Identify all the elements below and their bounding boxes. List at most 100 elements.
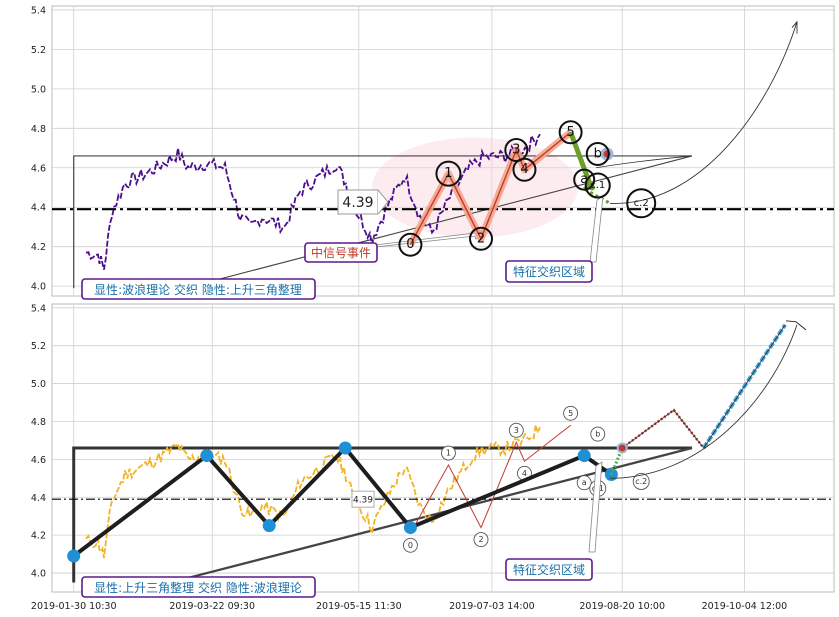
top-ref-badge bbox=[337, 189, 379, 215]
top-ref-badge-arrow bbox=[377, 189, 389, 215]
bottom-price-series bbox=[85, 424, 541, 559]
triangle-swing-point bbox=[403, 521, 417, 535]
top-zone-text: 特征交织区域 bbox=[513, 264, 585, 279]
wave-point-circle bbox=[558, 120, 583, 145]
wave-point-label: 2 bbox=[477, 231, 485, 246]
wave-point-circle bbox=[398, 232, 423, 257]
bottom-wave-line bbox=[409, 424, 571, 534]
x-tick-label: 2019-10-04 12:00 bbox=[702, 601, 788, 612]
bottom-zone-label: 特征交织区域 bbox=[505, 558, 593, 581]
top-signal-text: 中信号事件 bbox=[311, 245, 371, 260]
bottom-wave-circle bbox=[590, 426, 606, 442]
triangle-swing-point bbox=[262, 519, 276, 533]
forecast-dot bbox=[600, 147, 614, 161]
projection-link bbox=[595, 155, 693, 169]
wave-point-label: 4 bbox=[520, 162, 528, 177]
wave-point-circle bbox=[512, 157, 537, 182]
wave-point-label: a bbox=[580, 172, 588, 187]
bottom-caption-label: 显性:上升三角整理 交织 隐性:波浪理论 bbox=[81, 576, 316, 598]
wave-point-circle bbox=[584, 172, 611, 199]
bottom-ytick-label: 5.4 bbox=[31, 303, 46, 314]
triangle-swing-point bbox=[338, 441, 352, 455]
top-ytick-label: 4.4 bbox=[31, 203, 46, 214]
projection-target-bracket bbox=[785, 320, 807, 331]
x-tick-label: 2019-07-03 14:00 bbox=[449, 601, 535, 612]
triangle-swing-point bbox=[200, 449, 214, 463]
bottom-ytick-label: 5.0 bbox=[31, 379, 46, 390]
top-zone-label: 特征交织区域 bbox=[505, 260, 593, 283]
projection-seg-red-outline bbox=[621, 409, 704, 449]
wave-point-label: c.1 bbox=[590, 180, 605, 191]
bottom-ytick-label: 4.4 bbox=[31, 493, 46, 504]
bottom-zone-pointer bbox=[588, 461, 603, 553]
bottom-wave-label: b bbox=[595, 430, 600, 439]
wave-point-label: c.2 bbox=[634, 198, 649, 209]
top-ytick-label: 4.6 bbox=[31, 163, 46, 174]
axis-ticks: 4.0 4.2 4.4 4.6 4.8 5.0 5.2 5.4 4.0 4.2 4.4 4.6 4.8 5… bbox=[31, 5, 787, 612]
top-price-series bbox=[85, 132, 541, 270]
wave-impulse-line bbox=[409, 131, 572, 246]
bottom-wave-label: 4 bbox=[522, 469, 527, 478]
wave-highlight-zone bbox=[372, 137, 578, 238]
correction-dot bbox=[589, 184, 595, 191]
bottom-ytick-label: 5.2 bbox=[31, 341, 46, 352]
projection-arrowhead bbox=[791, 20, 798, 34]
bottom-zone-text: 特征交织区域 bbox=[513, 562, 585, 577]
bottom-wave-circle bbox=[563, 405, 579, 421]
bottom-forecast-dot bbox=[616, 442, 628, 454]
top-ytick-label: 5.4 bbox=[31, 5, 46, 16]
top-panel-frame bbox=[51, 5, 835, 297]
wave-point-circle bbox=[469, 226, 494, 251]
bottom-wave-label: 2 bbox=[478, 535, 483, 544]
bottom-wave-label: a bbox=[582, 478, 587, 487]
bottom-ytick-label: 4.2 bbox=[31, 531, 46, 542]
projection-seg-green bbox=[609, 447, 624, 476]
bottom-wave-label: 0 bbox=[408, 541, 413, 550]
bottom-wave-circle bbox=[473, 532, 489, 548]
top-ytick-label: 5.2 bbox=[31, 45, 46, 56]
bottom-wave-label: 1 bbox=[446, 449, 451, 458]
projection-curve bbox=[609, 21, 798, 204]
bottom-grid bbox=[52, 304, 834, 592]
bottom-ytick-label: 4.6 bbox=[31, 455, 46, 466]
x-tick-label: 2019-08-20 10:00 bbox=[579, 601, 665, 612]
bottom-wave-label: 3 bbox=[514, 426, 519, 435]
bottom-caption-text: 显性:上升三角整理 交织 隐性:波浪理论 bbox=[94, 580, 302, 595]
bottom-wave-label: 5 bbox=[568, 409, 573, 418]
top-panel: 4.39 0 1 2 34 5 ab c.1 c.2 bbox=[52, 20, 834, 289]
bottom-ref-badge bbox=[351, 490, 375, 508]
bottom-ref-label: 4.39 bbox=[353, 496, 373, 506]
wave-correction-dash bbox=[584, 188, 611, 205]
bottom-wave-label: c.2 bbox=[635, 477, 647, 486]
triangle-swing-point bbox=[577, 449, 591, 463]
bottom-wave-circle bbox=[576, 475, 592, 491]
bottom-ytick-label: 4.8 bbox=[31, 417, 46, 428]
bottom-wave-circle bbox=[440, 445, 456, 461]
x-tick-label: 2019-01-30 10:30 bbox=[31, 601, 117, 612]
triangle-swing-point bbox=[67, 549, 81, 563]
bottom-ytick-label: 4.0 bbox=[31, 569, 46, 580]
top-caption-text: 显性:波浪理论 交织 隐性:上升三角整理 bbox=[94, 282, 302, 297]
bottom-triangle-resistance bbox=[72, 446, 692, 583]
bottom-wave-circle bbox=[402, 537, 418, 553]
wave-point-label: 5 bbox=[566, 125, 574, 140]
wave-point-label: 3 bbox=[512, 143, 520, 158]
bottom-projection-curve bbox=[609, 324, 798, 479]
projection-seg-blue-outline bbox=[703, 324, 786, 449]
x-tick-label: 2019-05-15 11:30 bbox=[316, 601, 402, 612]
top-ref-label: 4.39 bbox=[342, 195, 373, 211]
wave-point-circle bbox=[435, 160, 462, 187]
top-ytick-label: 5.0 bbox=[31, 84, 46, 95]
top-ytick-label: 4.0 bbox=[31, 282, 46, 293]
top-caption-label: 显性:波浪理论 交织 隐性:上升三角整理 bbox=[81, 278, 316, 300]
wave-point-label: 0 bbox=[406, 237, 414, 252]
bottom-wave-circle bbox=[508, 422, 524, 438]
wave-point-circle bbox=[573, 168, 596, 191]
wave-point-circle bbox=[626, 188, 657, 219]
wave-point-label: b bbox=[594, 146, 602, 161]
top-signal-label: 中信号事件 bbox=[304, 242, 378, 263]
wave-point-circle bbox=[585, 141, 610, 166]
wave-point-label: 1 bbox=[444, 166, 452, 181]
